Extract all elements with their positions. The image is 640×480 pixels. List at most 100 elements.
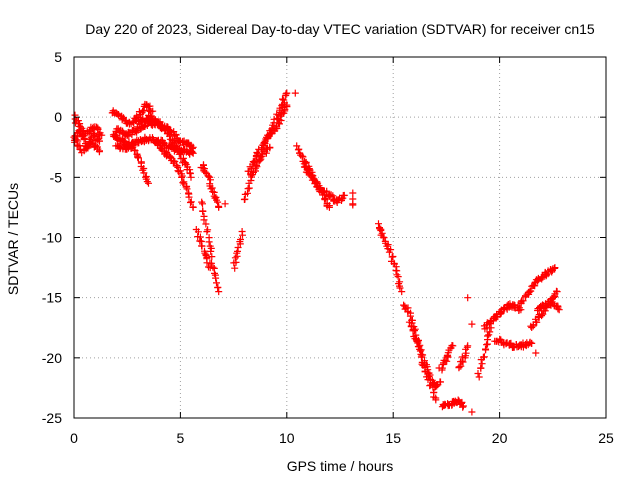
data-point xyxy=(519,297,527,305)
data-point xyxy=(526,338,534,346)
series-track xyxy=(455,342,472,372)
data-point xyxy=(171,158,179,165)
data-point xyxy=(444,351,452,359)
data-point xyxy=(468,408,476,416)
data-point xyxy=(198,198,206,206)
series-track xyxy=(405,318,444,391)
series-track xyxy=(197,161,223,211)
data-point xyxy=(298,152,306,160)
series-track xyxy=(198,198,223,296)
data-point xyxy=(194,228,202,236)
data-point xyxy=(459,402,467,410)
data-point xyxy=(98,131,106,139)
data-point xyxy=(551,264,559,272)
series-track xyxy=(262,89,291,143)
x-tick-label: 20 xyxy=(492,430,508,446)
series-track xyxy=(192,226,214,272)
data-point xyxy=(378,229,386,237)
data-point xyxy=(145,179,152,187)
data-point xyxy=(154,140,161,148)
data-point xyxy=(528,339,535,347)
data-point xyxy=(282,90,290,98)
data-point xyxy=(142,173,150,181)
data-point xyxy=(76,123,84,131)
data-point xyxy=(413,338,421,345)
data-point xyxy=(208,253,216,261)
data-point xyxy=(349,189,357,197)
series-track xyxy=(517,264,559,307)
data-point xyxy=(268,125,276,133)
data-point xyxy=(207,176,214,184)
series-track xyxy=(491,335,536,351)
data-point xyxy=(544,270,552,278)
data-point xyxy=(436,378,444,386)
data-point xyxy=(240,196,248,203)
series-track xyxy=(534,298,563,314)
data-point xyxy=(507,339,515,347)
data-point xyxy=(394,273,402,281)
data-point xyxy=(409,327,417,335)
data-point xyxy=(178,173,186,181)
data-point xyxy=(199,164,207,172)
data-point xyxy=(464,294,472,302)
data-point xyxy=(291,89,299,97)
series-track xyxy=(435,342,457,374)
data-point xyxy=(143,101,151,109)
series-track xyxy=(474,324,495,381)
data-point xyxy=(459,403,467,411)
data-point xyxy=(173,162,181,170)
data-point xyxy=(475,373,483,381)
data-point xyxy=(433,382,441,390)
series-track xyxy=(230,228,246,272)
isolated-points xyxy=(76,89,540,416)
data-point xyxy=(380,234,388,242)
series-track xyxy=(438,396,467,411)
data-point xyxy=(200,216,208,224)
data-point xyxy=(214,284,222,292)
data-point xyxy=(340,191,348,199)
data-point xyxy=(389,253,397,260)
data-point xyxy=(532,349,540,357)
data-point xyxy=(480,353,488,361)
data-point xyxy=(478,360,486,368)
data-point xyxy=(468,320,476,328)
data-point xyxy=(200,165,208,173)
data-point xyxy=(405,318,413,326)
data-point xyxy=(477,364,485,372)
data-point xyxy=(280,96,288,104)
data-point xyxy=(238,228,246,235)
series-track xyxy=(108,100,157,128)
data-point xyxy=(123,143,131,151)
data-point xyxy=(203,228,211,236)
data-point xyxy=(199,200,206,208)
data-point xyxy=(206,264,214,272)
data-point xyxy=(517,306,525,314)
axis-ticks: 0 5 10 15 20 25 -25 -20 -15 -10 -5 0 5 xyxy=(42,49,614,446)
data-point xyxy=(182,159,189,167)
data-point xyxy=(393,271,401,279)
data-point xyxy=(187,198,195,206)
data-point xyxy=(248,165,255,173)
x-tick-label: 5 xyxy=(177,430,185,446)
data-point xyxy=(406,312,414,320)
data-point xyxy=(283,89,291,97)
data-point xyxy=(527,287,535,295)
data-point xyxy=(119,127,127,135)
data-point xyxy=(183,185,191,193)
data-point xyxy=(150,115,158,123)
data-point xyxy=(176,167,184,175)
data-point xyxy=(207,247,215,255)
data-point xyxy=(233,249,241,257)
data-point xyxy=(234,244,242,251)
data-point xyxy=(396,284,404,292)
series-track xyxy=(70,132,103,157)
data-point xyxy=(325,203,333,211)
data-point xyxy=(158,122,166,130)
x-tick-label: 15 xyxy=(385,430,401,446)
series-track xyxy=(151,138,197,211)
data-point xyxy=(553,288,561,296)
data-point xyxy=(398,288,406,296)
data-point xyxy=(201,168,209,176)
x-tick-label: 10 xyxy=(279,430,295,446)
data-point xyxy=(134,153,142,161)
